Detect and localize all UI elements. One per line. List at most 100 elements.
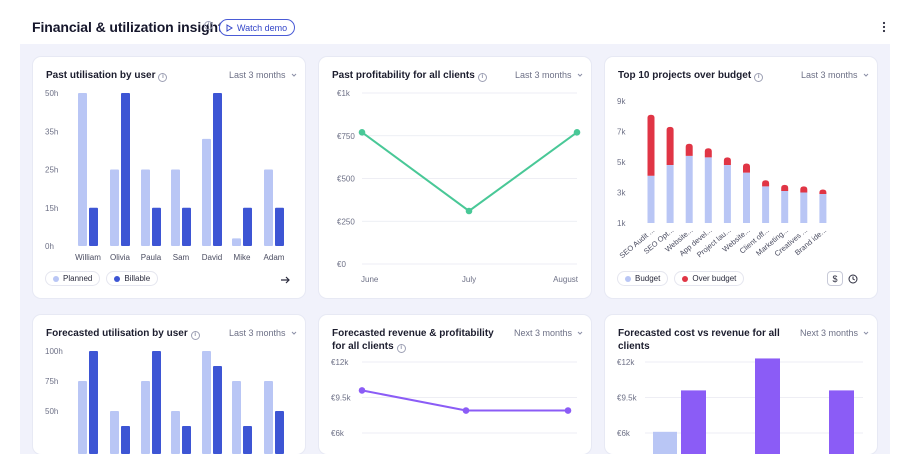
- budget-bar: [743, 172, 750, 223]
- billable-bar: [89, 207, 98, 246]
- card-title: Forecasted utilisation by user i: [46, 327, 200, 340]
- over-budget-bar: [647, 114, 655, 176]
- y-tick-label: €0: [337, 260, 346, 269]
- card-forecasted-revenue: Forecasted revenue & profitability for a…: [319, 315, 591, 454]
- watch-demo-button[interactable]: Watch demo: [219, 19, 296, 36]
- legend-item-budget[interactable]: Budget: [617, 271, 669, 286]
- period-dropdown[interactable]: Next 3 months: [514, 328, 583, 338]
- x-tick-label: William: [75, 253, 101, 262]
- revenue-bar: [681, 390, 706, 454]
- legend-dot: [53, 275, 59, 282]
- budget-bar: [647, 175, 655, 223]
- cost-bar: [653, 431, 677, 454]
- info-icon[interactable]: i: [396, 344, 406, 353]
- budget-bar: [800, 192, 808, 223]
- chart-legend: Budget Over budget: [617, 271, 745, 286]
- past-profitability-chart: €1k €750 €500 €250 €0 June July August: [337, 89, 581, 284]
- y-tick-label: 15h: [45, 204, 58, 213]
- period-dropdown[interactable]: Last 3 months: [515, 70, 583, 80]
- billable-bar: [89, 351, 98, 454]
- time-toggle-button[interactable]: [845, 271, 861, 286]
- over-budget-bar: [704, 148, 712, 158]
- planned-bar: [264, 381, 273, 454]
- legend-item-billable[interactable]: Billable: [106, 271, 159, 286]
- planned-bar: [110, 411, 119, 454]
- y-tick-label: €12k: [331, 358, 349, 367]
- page-title: Financial & utilization insights: [32, 19, 231, 35]
- planned-bar: [232, 238, 241, 246]
- y-tick-label: €12k: [617, 358, 635, 367]
- info-icon[interactable]: i: [204, 21, 213, 30]
- budget-bar: [704, 157, 712, 223]
- billable-bar: [182, 426, 191, 454]
- card-title: Forecasted revenue & profitability for a…: [332, 328, 494, 353]
- x-tick-label: July: [462, 275, 476, 284]
- info-icon[interactable]: i: [190, 331, 200, 340]
- profit-point: [465, 207, 473, 215]
- clock-icon: [848, 274, 858, 283]
- card-top-projects: Top 10 projects over budget i Last 3 mont…: [605, 57, 877, 298]
- period-dropdown[interactable]: Last 3 months: [229, 328, 297, 338]
- y-tick-label: 25h: [45, 166, 58, 175]
- revenue-bar: [755, 358, 780, 454]
- over-budget-bar: [723, 157, 731, 166]
- arrow-right-icon[interactable]: [279, 274, 291, 286]
- period-dropdown[interactable]: Last 3 months: [229, 70, 297, 80]
- billable-bar: [121, 93, 130, 246]
- chart-legend: Planned Billable: [45, 271, 159, 286]
- y-tick-label: 0h: [45, 242, 54, 251]
- y-tick-label: 50h: [45, 89, 58, 98]
- card-past-profitability: Past profitability for all clients i Last…: [319, 57, 591, 298]
- planned-bar: [171, 169, 180, 246]
- revenue-point: [564, 407, 572, 414]
- budget-bar: [781, 190, 789, 223]
- period-dropdown[interactable]: Last 3 months: [801, 70, 869, 80]
- budget-bar: [819, 194, 827, 223]
- past-utilisation-chart: 50h 35h 25h 15h 0h William Olivia Paula Sam David…: [45, 89, 285, 262]
- y-tick-label: 9k: [617, 97, 626, 106]
- legend-item-over-budget[interactable]: Over budget: [674, 271, 745, 286]
- revenue-point: [358, 387, 366, 394]
- x-tick-label: David: [202, 253, 222, 262]
- planned-bar: [232, 381, 241, 454]
- chevron-down-icon: [577, 73, 582, 77]
- y-tick-label: €6k: [331, 429, 345, 438]
- y-tick-label: €1k: [337, 89, 351, 98]
- over-budget-bar: [685, 143, 693, 156]
- x-tick-label: June: [361, 275, 379, 284]
- y-tick-label: €9.5k: [617, 394, 638, 403]
- over-budget-bar: [666, 126, 674, 166]
- billable-bar: [182, 207, 191, 246]
- x-tick-label: Adam: [264, 253, 285, 262]
- legend-dot: [682, 275, 689, 282]
- card-title: Forecasted cost vs revenue for all clien…: [618, 328, 780, 352]
- over-budget-bar: [781, 184, 789, 191]
- y-tick-label: €500: [337, 175, 355, 184]
- y-tick-label: 100h: [45, 347, 63, 356]
- chevron-down-icon: [863, 331, 869, 335]
- period-dropdown[interactable]: Next 3 months: [800, 328, 869, 338]
- currency-time-toggle: $: [827, 271, 861, 286]
- info-icon[interactable]: i: [477, 73, 487, 82]
- x-tick-label: Olivia: [110, 253, 131, 262]
- budget-bar: [685, 155, 693, 223]
- planned-bar: [264, 169, 273, 246]
- billable-bar: [275, 411, 284, 454]
- currency-toggle-button[interactable]: $: [827, 271, 843, 286]
- planned-bar: [78, 93, 87, 246]
- x-tick-label: Paula: [141, 253, 162, 262]
- header-bar: Financial & utilization insights i Watch…: [0, 0, 910, 44]
- planned-bar: [141, 381, 150, 454]
- legend-item-planned[interactable]: Planned: [45, 271, 101, 286]
- card-forecasted-utilisation: Forecasted utilisation by user i Last 3 m…: [33, 315, 305, 454]
- planned-bar: [110, 169, 119, 246]
- billable-bar: [121, 426, 130, 454]
- info-icon[interactable]: i: [754, 73, 764, 82]
- revenue-point: [462, 407, 470, 414]
- y-tick-label: 3k: [617, 189, 626, 198]
- revenue-bar: [829, 390, 854, 454]
- play-icon: [226, 23, 233, 32]
- y-tick-label: 75h: [45, 377, 58, 386]
- info-icon[interactable]: i: [158, 73, 168, 82]
- more-menu-icon[interactable]: [880, 21, 888, 33]
